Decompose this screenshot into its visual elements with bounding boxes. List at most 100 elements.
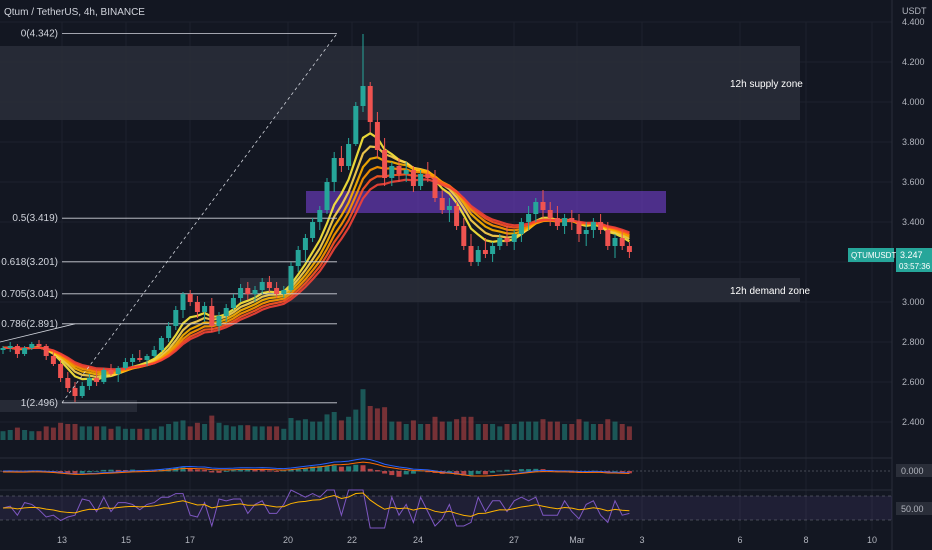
candle-body — [238, 288, 244, 298]
macd-histogram-bar — [151, 469, 157, 472]
price-tick-label: 3.000 — [902, 297, 925, 307]
macd-histogram-bar — [382, 471, 388, 474]
volume-bar — [202, 424, 208, 440]
volume-bar — [518, 421, 524, 440]
time-tick-label: 3 — [639, 535, 644, 545]
candle-body — [173, 310, 179, 326]
macd-value-tag: 0.000 — [896, 464, 932, 477]
candle-body — [526, 214, 532, 222]
volume-bar — [223, 425, 229, 440]
candlestick-series — [0, 34, 632, 402]
candle-body — [374, 122, 380, 150]
volume-bar — [324, 414, 330, 440]
macd-histogram-bar — [425, 471, 431, 473]
candle-body — [317, 210, 323, 222]
macd-histogram-bar — [223, 471, 229, 472]
price-tick-label: 3.400 — [902, 217, 925, 227]
candle-body — [626, 246, 632, 252]
volume-bar — [317, 421, 323, 440]
candle-body — [58, 364, 64, 378]
macd-histogram-bar — [518, 469, 524, 472]
macd-histogram-bar — [281, 470, 287, 472]
volume-bar — [238, 425, 244, 440]
volume-bar — [562, 424, 568, 440]
volume-bar — [0, 431, 6, 440]
fib-label: 0.786(2.891) — [1, 319, 58, 330]
macd-histogram-bar — [79, 471, 85, 474]
candle-body — [511, 234, 517, 242]
volume-bar — [266, 426, 272, 440]
rsi-value-tag: 50.00 — [896, 502, 932, 515]
volume-bar — [583, 421, 589, 440]
zone-label: 12h demand zone — [730, 286, 811, 297]
volume-bar — [490, 424, 496, 440]
macd-histogram-bar — [410, 471, 416, 474]
candle-body — [425, 174, 431, 178]
macd-histogram-bar — [562, 471, 568, 472]
candle-body — [259, 282, 265, 290]
volume-bar — [612, 421, 618, 440]
ma-ribbon-line — [2, 178, 630, 371]
volume-bar — [439, 421, 445, 440]
time-tick-label: 15 — [121, 535, 131, 545]
volume-bar — [331, 412, 337, 440]
macd-histogram-bar — [245, 469, 251, 472]
macd-histogram-bar — [526, 469, 532, 472]
candle-body — [166, 326, 172, 338]
macd-histogram-bar — [461, 471, 467, 476]
time-tick-label: 20 — [283, 535, 293, 545]
volume-bar — [22, 430, 28, 440]
candle-body — [490, 246, 496, 254]
candle-body — [576, 222, 582, 234]
macd-histogram-bar — [454, 471, 460, 475]
candle-body — [454, 206, 460, 226]
volume-bar — [166, 424, 172, 440]
macd-histogram-bar — [396, 471, 402, 477]
candle-body — [216, 316, 222, 326]
volume-bar — [158, 426, 164, 440]
candle-body — [230, 298, 236, 308]
candle-body — [72, 388, 78, 396]
fib-retracement[interactable]: 0(4.342) 0.5(3.419) 0.618(3.201) 0.705(3.04… — [0, 29, 338, 409]
candle-body — [461, 226, 467, 246]
rsi-tag-bg — [896, 502, 932, 515]
time-tick-label: Mar — [569, 535, 585, 545]
rsi-ma-line — [2, 492, 630, 517]
fib-label: 1(2.496) — [21, 398, 58, 409]
candle-body — [619, 238, 625, 246]
candle-body — [533, 202, 539, 214]
volume-bar — [252, 426, 258, 440]
volume-bar — [468, 416, 474, 440]
candle-body — [144, 356, 150, 360]
currency-label: USDT — [902, 6, 927, 16]
volume-bar — [50, 427, 56, 440]
candle-body — [65, 378, 71, 388]
volume-bar — [396, 421, 402, 440]
symbol-tag: QTUMUSDT — [851, 251, 896, 260]
price-tick-label: 2.800 — [902, 337, 925, 347]
candle-body — [310, 222, 316, 238]
volume-bar — [259, 426, 265, 440]
volume-bar — [180, 420, 186, 440]
ma-ribbon-line — [2, 156, 630, 376]
time-tick-label: 8 — [803, 535, 808, 545]
macd-tag-bg — [896, 464, 932, 477]
volume-bar — [108, 428, 114, 440]
volume-bar — [511, 424, 517, 440]
volume-bar — [619, 424, 625, 440]
volume-bar — [367, 406, 373, 440]
candle-body — [101, 370, 107, 382]
time-axis[interactable]: 13 15 17 20 22 24 27 Mar 3 6 8 10 — [57, 535, 877, 545]
candle-body — [331, 158, 337, 182]
volume-bar — [482, 424, 488, 440]
fib-trend-line — [61, 33, 338, 404]
ma-ribbon-line — [2, 145, 630, 379]
candle-body — [439, 198, 445, 210]
volume-bar — [554, 421, 560, 440]
volume-bar — [547, 421, 553, 440]
candle-body — [382, 150, 388, 178]
candle-body — [605, 230, 611, 246]
candle-body — [202, 306, 208, 312]
volume-bar — [446, 421, 452, 440]
